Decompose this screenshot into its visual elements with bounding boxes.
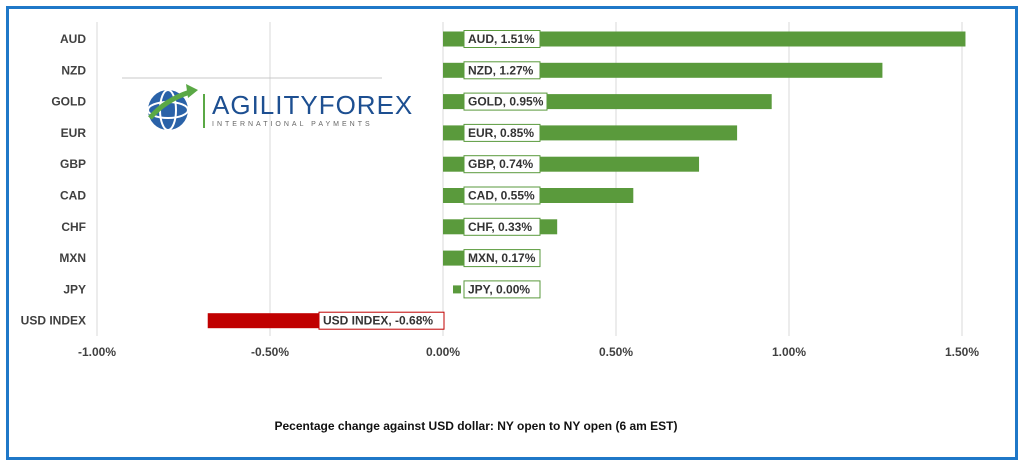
x-tick-label: 1.50% [945,345,979,359]
x-tick-label: 0.00% [426,345,460,359]
data-label: MXN, 0.17% [468,251,536,265]
data-label: NZD, 1.27% [468,63,534,77]
category-label: EUR [61,126,87,140]
bars [207,31,966,329]
data-label: AUD, 1.51% [468,32,535,46]
x-tick-labels: -1.00% -0.50% 0.00% 0.50% 1.00% 1.50% [78,345,979,359]
category-label: GOLD [51,95,86,109]
logo-name: AGILITYFOREX [212,90,413,120]
data-label: GOLD, 0.95% [468,95,544,109]
data-label-box [463,155,541,174]
data-label: JPY, 0.00% [468,282,530,296]
bar [453,285,461,294]
bar [443,31,966,47]
category-labels: AUD NZD GOLD EUR GBP CAD CHF MXN JPY USD INDEX [21,32,87,328]
data-label: CAD, 0.55% [468,189,535,203]
category-label: CHF [61,220,86,234]
data-label: CHF, 0.33% [468,220,532,234]
data-label-box [463,61,541,80]
x-tick-label: 1.00% [772,345,806,359]
data-label-box [318,311,445,330]
x-tick-label: 0.50% [599,345,633,359]
logo-tagline: INTERNATIONAL PAYMENTS [212,121,373,128]
x-tick-label: -1.00% [78,345,116,359]
data-label: GBP, 0.74% [468,157,533,171]
data-label: EUR, 0.85% [468,126,534,140]
category-label: AUD [60,32,86,46]
data-label-box [463,217,541,236]
category-label: JPY [63,282,86,296]
data-label-box [463,186,541,205]
data-label-box [463,123,541,142]
bar [443,62,883,78]
agilityforex-logo: AGILITYFOREX INTERNATIONAL PAYMENTS [122,77,413,131]
data-label: USD INDEX, -0.68% [323,314,433,328]
data-label-box [463,280,541,299]
x-tick-label: -0.50% [251,345,289,359]
data-label-box [463,249,541,268]
category-label: MXN [59,251,86,265]
category-label: CAD [60,189,86,203]
data-label-box [463,30,541,48]
category-label: GBP [60,157,86,171]
category-label: NZD [61,63,86,77]
category-label: USD INDEX [21,314,86,328]
chart-caption: Pecentage change against USD dollar: NY … [275,419,678,433]
globe-icon [147,84,198,131]
data-label-box [463,92,548,111]
data-labels: AUD, 1.51% NZD, 1.27% GOLD, 0.95% EUR, 0.85… [318,30,548,330]
